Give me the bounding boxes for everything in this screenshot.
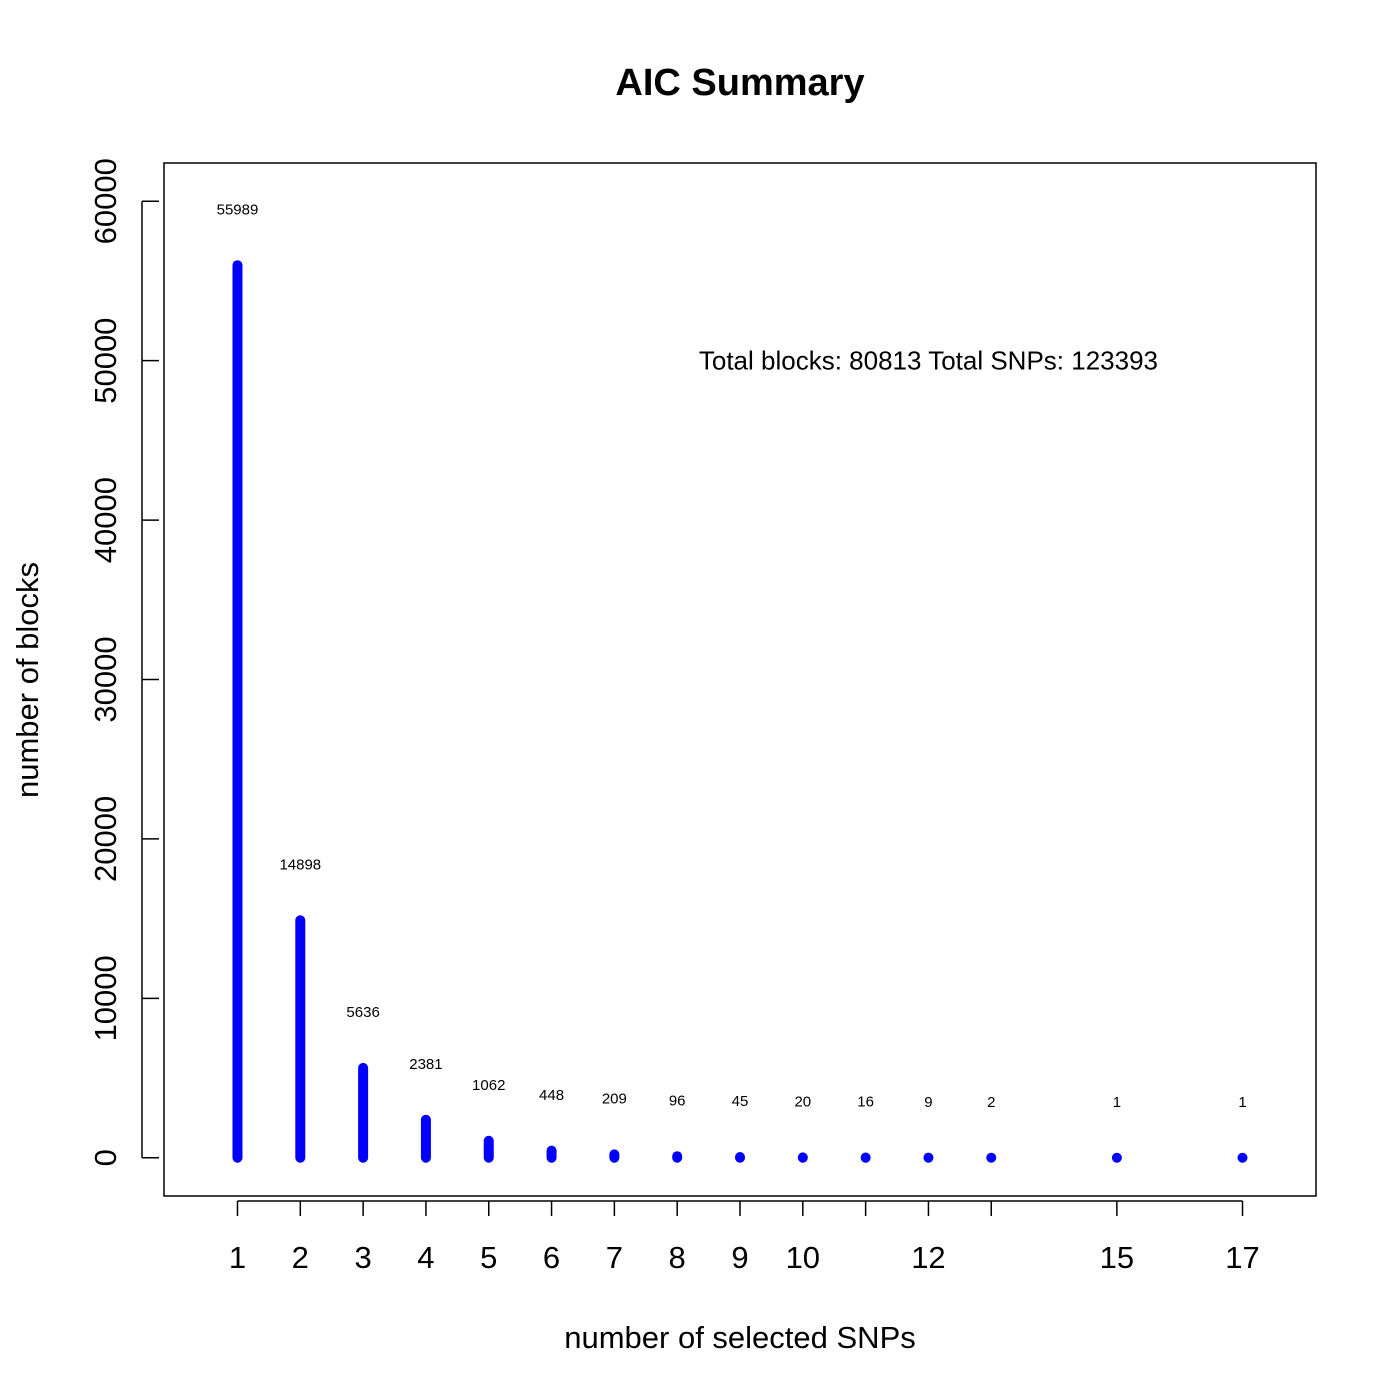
y-tick-label: 50000	[88, 318, 123, 404]
bar-value-label: 2381	[409, 1056, 442, 1073]
y-tick-label: 20000	[88, 796, 123, 882]
data-labels: 55989 14898 5636 2381 1062 448 209 96 45 20 16 9 2 1 1	[217, 201, 1247, 1111]
bar-value-label: 1	[1113, 1094, 1121, 1111]
bar-value-label: 45	[732, 1093, 749, 1110]
x-tick-label: 2	[292, 1240, 309, 1275]
x-tick-label: 1	[229, 1240, 246, 1275]
x-axis-title: number of selected SNPs	[564, 1320, 916, 1355]
bar-value-label: 2	[987, 1094, 995, 1111]
bar-value-label: 1062	[472, 1077, 505, 1094]
chart-title: AIC Summary	[615, 62, 864, 104]
y-tick-label: 0	[88, 1149, 123, 1166]
bar-value-label: 16	[857, 1094, 874, 1111]
y-tick-label: 30000	[88, 636, 123, 722]
y-axis: 0 10000 20000 30000 40000 50000 60000	[88, 158, 159, 1166]
bar-value-label: 5636	[346, 1004, 379, 1021]
summary-annotation: Total blocks: 80813 Total SNPs: 123393	[699, 346, 1158, 376]
x-tick-label: 6	[543, 1240, 560, 1275]
y-tick-label: 10000	[88, 955, 123, 1041]
x-tick-label: 4	[417, 1240, 434, 1275]
y-tick-label: 60000	[88, 158, 123, 244]
plot-frame	[163, 162, 1317, 1197]
bars	[232, 260, 1248, 1163]
bar-value-label: 448	[539, 1087, 564, 1104]
bar-value-label: 20	[794, 1094, 811, 1111]
x-tick-label: 10	[786, 1240, 820, 1275]
x-tick-label: 12	[911, 1240, 945, 1275]
bar-value-label: 14898	[279, 856, 321, 873]
x-tick-label: 9	[731, 1240, 748, 1275]
y-tick-label: 40000	[88, 477, 123, 563]
y-axis-title: number of blocks	[10, 562, 45, 798]
x-tick-label: 3	[354, 1240, 371, 1275]
bar-value-label: 1	[1238, 1094, 1246, 1111]
x-tick-label: 8	[669, 1240, 686, 1275]
bar-value-label: 9	[924, 1094, 932, 1111]
x-tick-label: 17	[1225, 1240, 1259, 1275]
x-tick-label: 15	[1100, 1240, 1134, 1275]
x-tick-label: 5	[480, 1240, 497, 1275]
bar-value-label: 96	[669, 1092, 686, 1109]
x-tick-label: 7	[606, 1240, 623, 1275]
bar-value-label: 209	[602, 1091, 627, 1108]
x-axis: 1 2 3 4 5 6 7 8 9 10 12 15 17	[229, 1200, 1260, 1275]
bar-value-label: 55989	[217, 201, 259, 218]
